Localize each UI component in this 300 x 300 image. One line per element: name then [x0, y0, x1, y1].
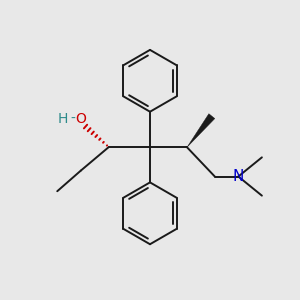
Text: N: N	[232, 169, 244, 184]
Text: O: O	[75, 112, 86, 126]
Text: -: -	[70, 112, 75, 126]
Text: H: H	[58, 112, 68, 126]
Polygon shape	[187, 114, 215, 147]
